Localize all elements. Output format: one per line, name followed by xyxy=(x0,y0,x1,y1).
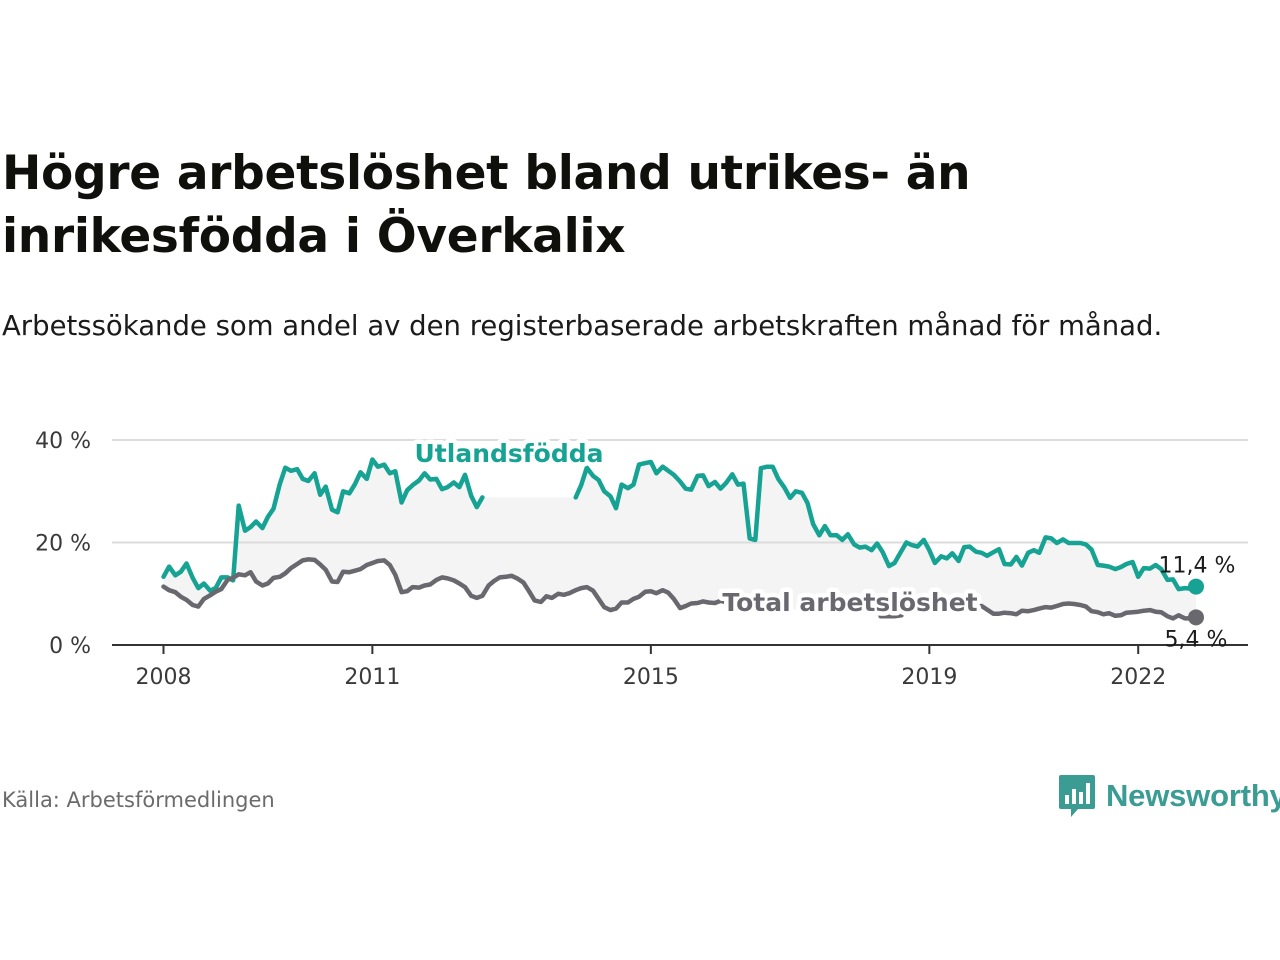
brand-name: Newsworthy xyxy=(1106,778,1280,813)
series-label-total: Total arbetslöshet xyxy=(722,588,977,617)
source-note: Källa: Arbetsförmedlingen xyxy=(2,788,275,812)
series-layer xyxy=(161,457,1204,626)
tick-layer: 0 % 20 % 40 % 2008 2011 2015 2019 2022 xyxy=(35,429,1166,690)
x-tick-label: 2015 xyxy=(623,665,679,690)
brand-logo[interactable]: Newsworthy xyxy=(1058,772,1280,820)
end-label-utlandsfodda: 11,4 % xyxy=(1159,554,1236,579)
end-point-total xyxy=(1188,609,1204,626)
series-line-utlandsfodda xyxy=(573,459,1199,592)
newsworthy-logo-icon xyxy=(1059,775,1095,817)
y-tick-label: 0 % xyxy=(49,634,91,659)
end-point-utlandsfodda xyxy=(1188,578,1204,595)
x-tick-label: 2022 xyxy=(1110,665,1166,690)
series-line-total xyxy=(161,557,729,613)
series-line-utlandsfodda xyxy=(161,457,485,593)
series-line-total xyxy=(878,613,904,619)
range-band xyxy=(163,459,1196,619)
series-label-utlandsfodda: Utlandsfödda xyxy=(415,439,604,468)
series-label-total-halo: Total arbetslöshet xyxy=(722,588,977,617)
y-tick-label: 20 % xyxy=(35,532,91,557)
range-band-layer xyxy=(163,459,1196,619)
end-label-total: 5,4 % xyxy=(1165,627,1228,652)
chart-title: Högre arbetslöshet bland utrikes- än inr… xyxy=(2,146,971,264)
x-tick-label: 2011 xyxy=(344,665,400,690)
x-tick-label: 2019 xyxy=(901,665,957,690)
y-tick-label: 40 % xyxy=(35,429,91,454)
series-line-total xyxy=(944,601,1199,621)
series-label-utlandsfodda-halo: Utlandsfödda xyxy=(415,439,604,468)
chart-subtitle: Arbetssökande som andel av den registerb… xyxy=(2,310,1163,342)
x-tick-label: 2008 xyxy=(136,665,192,690)
